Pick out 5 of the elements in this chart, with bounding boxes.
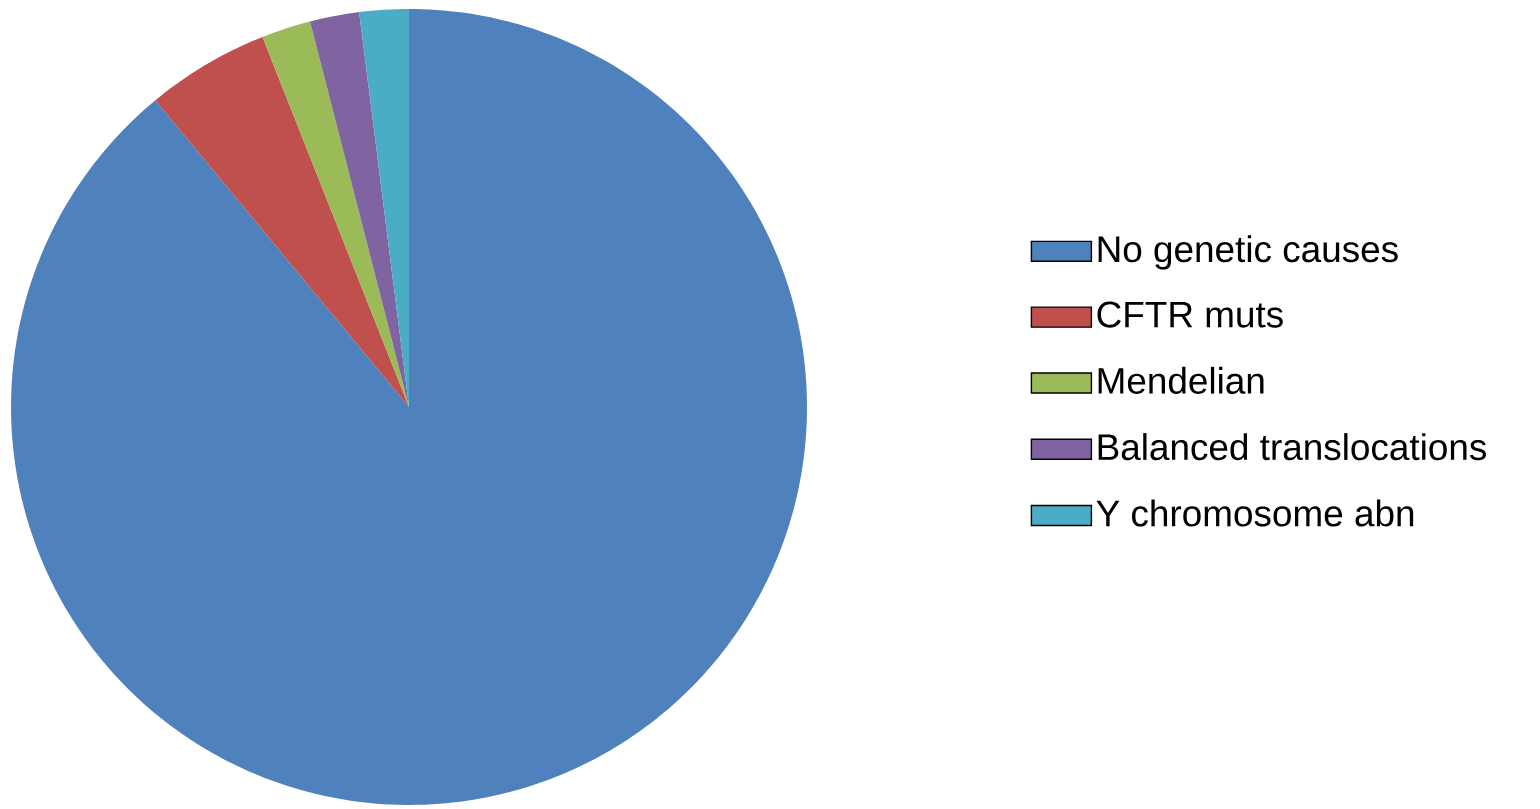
legend-label: No genetic causes [1098, 235, 1398, 270]
legend-label: Y chromosome abn [1096, 499, 1414, 527]
legend-label: Balanced translocations [1098, 433, 1486, 461]
legend-label: Mendelian [1098, 366, 1264, 394]
legend-label: CFTR muts [1097, 301, 1283, 328]
